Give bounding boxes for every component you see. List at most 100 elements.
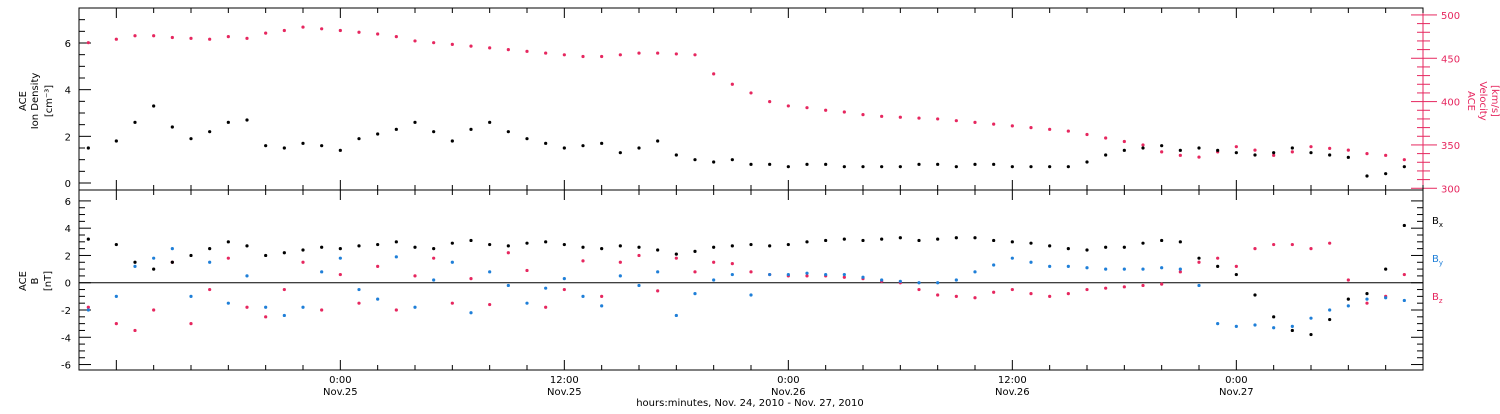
density-series-point bbox=[1197, 146, 1201, 150]
velocity-series-point bbox=[320, 27, 324, 31]
bx-series-point bbox=[86, 237, 90, 241]
velocity-series-point bbox=[674, 52, 678, 56]
bz-series-point bbox=[712, 260, 716, 264]
density-series-point bbox=[861, 165, 865, 169]
x-tick-date-label: Nov.25 bbox=[323, 387, 358, 398]
velocity-series-point bbox=[768, 100, 772, 104]
bz-series-point bbox=[338, 272, 342, 277]
velocity-series-point bbox=[917, 116, 921, 120]
by-series-point bbox=[413, 305, 417, 309]
bx-series-point bbox=[152, 267, 156, 271]
density-series-point bbox=[357, 137, 361, 141]
bz-series-point bbox=[1029, 292, 1033, 296]
by-series-point bbox=[301, 305, 305, 309]
bottom-ylabel-b: B bbox=[30, 277, 41, 284]
bottom-panel-frame bbox=[78, 189, 1424, 371]
legend-bz: Bz bbox=[1432, 292, 1443, 305]
density-series-point bbox=[1346, 155, 1350, 159]
density-series-point bbox=[1122, 148, 1126, 152]
bz-series-point bbox=[469, 277, 473, 281]
bz-series-point bbox=[637, 253, 641, 258]
velocity-series-point bbox=[488, 46, 492, 50]
axis-labels: ACE Ion Density [cm⁻³] ACE Velocity [km/… bbox=[18, 11, 1500, 409]
bz-series-point bbox=[1328, 241, 1332, 245]
bx-series bbox=[86, 223, 1406, 337]
velocity-series-point bbox=[786, 104, 790, 108]
density-series-point bbox=[170, 125, 174, 129]
density-series-point bbox=[394, 127, 398, 131]
by-series-point bbox=[824, 272, 828, 277]
top-y2-tick-label: 400 bbox=[1441, 98, 1460, 109]
by-series-point bbox=[954, 278, 958, 282]
by-series-point bbox=[1365, 297, 1369, 301]
bz-series-point bbox=[1365, 301, 1369, 305]
density-series-point bbox=[600, 141, 604, 145]
velocity-series-point bbox=[1141, 143, 1145, 147]
velocity-series-point bbox=[86, 41, 90, 45]
top-y2-tick-label: 300 bbox=[1441, 184, 1460, 195]
bz-series-point bbox=[992, 290, 996, 294]
bx-series-point bbox=[693, 249, 697, 253]
bz-series-point bbox=[1309, 247, 1313, 251]
x-tick-time-label: 12:00 bbox=[998, 375, 1027, 386]
density-series-point bbox=[712, 160, 716, 164]
density-series-point bbox=[1048, 165, 1052, 169]
x-tick-time-label: 0:00 bbox=[777, 375, 799, 386]
velocity-series-point bbox=[1384, 153, 1388, 157]
velocity-series-point bbox=[1104, 136, 1108, 140]
bx-series-point bbox=[992, 238, 996, 243]
velocity-series-point bbox=[394, 35, 398, 39]
bz-series-point bbox=[525, 268, 529, 273]
legend-bx-label: Bx bbox=[1432, 216, 1443, 229]
bx-series-point bbox=[544, 240, 548, 244]
velocity-series-point bbox=[1010, 124, 1014, 128]
bz-series-point bbox=[693, 270, 697, 274]
bz-series-point bbox=[1010, 287, 1014, 292]
bz-series-point bbox=[245, 305, 249, 309]
density-series-point bbox=[1010, 165, 1014, 169]
velocity-series-point bbox=[282, 28, 286, 33]
velocity-series-point bbox=[581, 54, 585, 59]
by-series-point bbox=[1104, 267, 1108, 271]
by-series-point bbox=[1085, 266, 1089, 270]
bz-series-point bbox=[133, 328, 137, 333]
top-y2-tick-label: 350 bbox=[1441, 141, 1460, 152]
velocity-series-point bbox=[506, 48, 510, 52]
velocity-series-point bbox=[730, 82, 734, 86]
legend-by-sub: y bbox=[1439, 259, 1443, 267]
density-series-point bbox=[189, 137, 193, 141]
bz-series-point bbox=[114, 322, 118, 326]
bz-series-point bbox=[600, 294, 604, 298]
bz-series-point bbox=[1197, 260, 1201, 264]
bz-series-point bbox=[1272, 242, 1276, 247]
bx-series-point bbox=[880, 237, 884, 241]
density-series-point bbox=[842, 165, 846, 169]
density-series-point bbox=[1365, 174, 1369, 178]
bx-series-point bbox=[1085, 248, 1089, 252]
by-series-point bbox=[674, 313, 678, 318]
density-series-point bbox=[936, 162, 940, 166]
velocity-series-point bbox=[114, 37, 118, 41]
bz-series-point bbox=[954, 294, 958, 298]
data-points bbox=[86, 25, 1406, 337]
density-series-point bbox=[1160, 144, 1164, 148]
bz-series-point bbox=[749, 270, 753, 274]
top-y2-tick-label: 450 bbox=[1441, 54, 1460, 65]
bx-series-point bbox=[1216, 264, 1220, 268]
bx-series-point bbox=[170, 260, 174, 264]
bx-series-point bbox=[562, 242, 566, 247]
density-series-point bbox=[898, 165, 902, 169]
by-series-point bbox=[282, 313, 286, 318]
velocity-series-point bbox=[936, 117, 940, 121]
density-series-point bbox=[1104, 153, 1108, 157]
density-series-point bbox=[506, 130, 510, 134]
bz-series-point bbox=[842, 275, 846, 279]
by-series-point bbox=[208, 260, 212, 264]
bottom-y-tick-label: -2 bbox=[61, 306, 71, 317]
density-series-point bbox=[805, 162, 809, 166]
bz-series-point bbox=[226, 256, 230, 260]
density-series-point bbox=[338, 148, 342, 152]
by-series-point bbox=[394, 255, 398, 259]
by-series-point bbox=[264, 305, 268, 309]
